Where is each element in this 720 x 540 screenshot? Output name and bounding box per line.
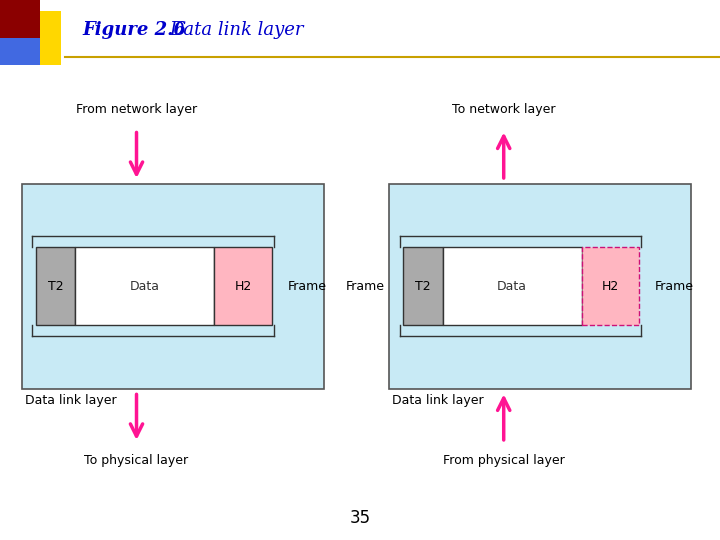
FancyBboxPatch shape (403, 247, 443, 325)
Polygon shape (40, 11, 61, 65)
FancyBboxPatch shape (22, 184, 324, 389)
Polygon shape (0, 38, 40, 65)
Text: Frame: Frame (288, 280, 327, 293)
FancyBboxPatch shape (36, 247, 76, 325)
Polygon shape (0, 0, 40, 54)
Text: From physical layer: From physical layer (443, 454, 564, 467)
Text: T2: T2 (48, 280, 63, 293)
FancyBboxPatch shape (582, 247, 639, 325)
Text: Data link layer: Data link layer (392, 394, 484, 407)
Text: H2: H2 (235, 280, 252, 293)
Text: Data: Data (130, 280, 160, 293)
Text: H2: H2 (602, 280, 619, 293)
Text: T2: T2 (415, 280, 431, 293)
Text: Frame: Frame (655, 280, 694, 293)
FancyBboxPatch shape (76, 247, 215, 325)
FancyBboxPatch shape (215, 247, 272, 325)
FancyBboxPatch shape (389, 184, 691, 389)
Text: Data link layer: Data link layer (169, 21, 304, 39)
Text: Data link layer: Data link layer (25, 394, 117, 407)
Text: 35: 35 (349, 509, 371, 528)
Text: Figure 2.6: Figure 2.6 (83, 21, 186, 39)
Text: Data: Data (497, 280, 527, 293)
Text: To network layer: To network layer (452, 103, 555, 116)
Text: To physical layer: To physical layer (84, 454, 189, 467)
Text: Frame: Frame (346, 280, 385, 293)
FancyBboxPatch shape (443, 247, 582, 325)
Text: From network layer: From network layer (76, 103, 197, 116)
